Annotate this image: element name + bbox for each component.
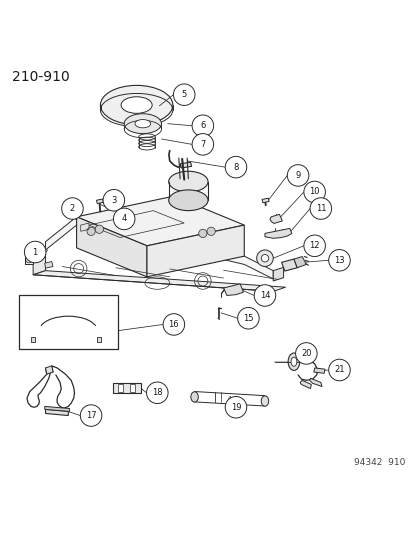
Text: 18: 18 — [152, 388, 162, 397]
Circle shape — [206, 227, 215, 236]
Ellipse shape — [135, 119, 150, 128]
Polygon shape — [31, 337, 35, 342]
Polygon shape — [180, 162, 191, 168]
Circle shape — [62, 198, 83, 219]
Text: 2: 2 — [70, 204, 75, 213]
Ellipse shape — [100, 85, 173, 125]
FancyBboxPatch shape — [19, 295, 118, 349]
Polygon shape — [45, 262, 53, 268]
Circle shape — [328, 249, 349, 271]
Polygon shape — [261, 198, 268, 203]
Ellipse shape — [261, 396, 268, 406]
Circle shape — [163, 314, 184, 335]
Text: 94342  910: 94342 910 — [354, 458, 405, 467]
Polygon shape — [72, 208, 82, 215]
Ellipse shape — [190, 392, 198, 402]
Polygon shape — [97, 337, 101, 342]
Circle shape — [95, 225, 103, 233]
Polygon shape — [299, 381, 311, 389]
Text: 13: 13 — [333, 256, 344, 265]
Text: 21: 21 — [333, 366, 344, 375]
Text: 5: 5 — [181, 90, 186, 99]
Circle shape — [24, 241, 46, 263]
Text: 1: 1 — [33, 247, 38, 256]
Polygon shape — [129, 384, 135, 392]
Text: 20: 20 — [300, 349, 311, 358]
Circle shape — [192, 115, 213, 136]
Polygon shape — [33, 250, 45, 275]
Ellipse shape — [169, 190, 207, 211]
Text: 210-910: 210-910 — [12, 70, 70, 84]
Circle shape — [303, 181, 325, 203]
Circle shape — [225, 156, 246, 178]
Circle shape — [198, 229, 206, 238]
Circle shape — [192, 134, 213, 155]
Circle shape — [225, 397, 246, 418]
Circle shape — [256, 250, 273, 266]
Ellipse shape — [124, 114, 161, 134]
Circle shape — [303, 235, 325, 256]
Ellipse shape — [169, 171, 207, 192]
Text: 10: 10 — [309, 188, 319, 197]
Polygon shape — [33, 271, 285, 292]
Ellipse shape — [290, 357, 296, 366]
Polygon shape — [45, 217, 273, 279]
Text: 4: 4 — [227, 397, 231, 401]
Circle shape — [261, 254, 268, 262]
Circle shape — [309, 198, 331, 219]
Text: 11: 11 — [315, 204, 325, 213]
Circle shape — [173, 84, 195, 106]
Polygon shape — [45, 366, 53, 374]
Text: 9: 9 — [295, 171, 300, 180]
Circle shape — [113, 208, 135, 230]
Polygon shape — [313, 368, 324, 373]
Polygon shape — [118, 384, 123, 392]
Polygon shape — [76, 217, 147, 277]
Polygon shape — [269, 214, 282, 223]
Polygon shape — [293, 256, 306, 268]
Ellipse shape — [287, 353, 299, 370]
Text: 8: 8 — [233, 163, 238, 172]
Polygon shape — [45, 407, 69, 411]
Polygon shape — [273, 268, 283, 281]
Circle shape — [328, 359, 349, 381]
Polygon shape — [112, 383, 140, 393]
Polygon shape — [147, 225, 244, 277]
Circle shape — [287, 165, 308, 186]
Polygon shape — [76, 196, 244, 246]
Text: 17: 17 — [85, 411, 96, 420]
Text: 14: 14 — [259, 291, 270, 300]
Circle shape — [146, 382, 168, 403]
Polygon shape — [120, 215, 129, 222]
Circle shape — [87, 227, 95, 236]
Text: 6: 6 — [200, 121, 205, 130]
Circle shape — [103, 190, 124, 211]
Circle shape — [237, 308, 259, 329]
Text: 3: 3 — [111, 196, 116, 205]
Polygon shape — [309, 378, 321, 386]
Circle shape — [80, 405, 102, 426]
Polygon shape — [264, 229, 291, 238]
Polygon shape — [281, 259, 297, 271]
Text: 4: 4 — [121, 214, 126, 223]
Text: 19: 19 — [230, 403, 241, 412]
Text: 7: 7 — [200, 140, 205, 149]
Circle shape — [295, 343, 316, 364]
Circle shape — [254, 285, 275, 306]
Text: 16: 16 — [168, 320, 179, 329]
Ellipse shape — [121, 97, 152, 114]
Text: 12: 12 — [309, 241, 319, 251]
Polygon shape — [25, 254, 33, 264]
Polygon shape — [96, 199, 103, 204]
Polygon shape — [45, 409, 68, 416]
Polygon shape — [223, 284, 243, 295]
Text: 15: 15 — [242, 314, 253, 323]
